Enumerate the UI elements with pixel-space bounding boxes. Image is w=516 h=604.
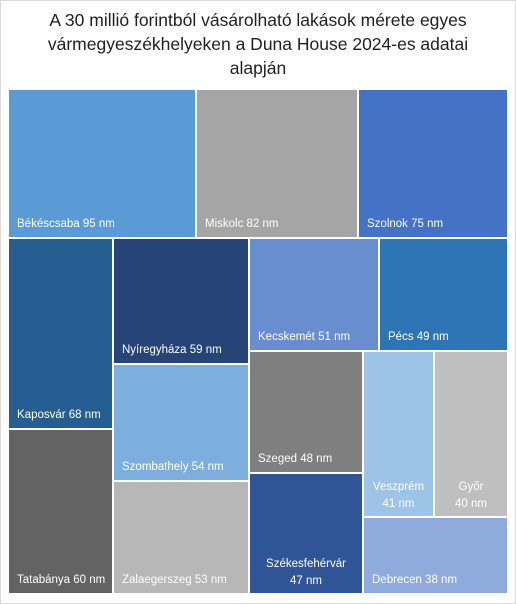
tile-szolnok: Szolnok 75 nm [359,90,507,237]
tile-label-szeged: Szeged 48 nm [258,453,332,465]
chart-title-line-3: alapján [229,58,287,78]
tile-rect-debrecen [364,518,507,593]
tile-rect-bekescsaba [9,90,195,237]
tile-label-tatabanya: Tatabánya 60 nm [17,574,105,586]
tile-label-szolnok: Szolnok 75 nm [367,218,443,230]
tile-label-name-gyor: Győr [459,481,484,493]
tile-rect-szekesfehervar [250,474,362,593]
tile-label-kaposvar: Kaposvár 68 nm [17,409,101,421]
tile-rect-szombathely [114,365,248,480]
tile-rect-miskolc [197,90,357,237]
tile-label-name-szekesfehervar: Székesfehérvár [266,558,346,570]
tile-kecskemet: Kecskemét 51 nm [250,239,378,350]
tile-szekesfehervar: Székesfehérvár 47 nm [250,474,362,593]
tile-label-kecskemet: Kecskemét 51 nm [258,331,350,343]
tile-label-miskolc: Miskolc 82 nm [205,218,279,230]
tile-pecs: Pécs 49 nm [380,239,507,350]
tile-label-value-veszprem: 41 nm [383,498,415,510]
tile-rect-kecskemet [250,239,378,350]
tile-rect-nyiregyhaza [114,239,248,363]
tile-bekescsaba: Békéscsaba 95 nm [9,90,195,237]
tile-rect-veszprem [364,352,433,516]
tile-szombathely: Szombathely 54 nm [114,365,248,480]
tile-label-bekescsaba: Békéscsaba 95 nm [17,218,115,230]
tile-kaposvar: Kaposvár 68 nm [9,239,112,428]
tile-tatabanya: Tatabánya 60 nm [9,430,112,593]
tile-label-nyiregyhaza: Nyíregyháza 59 nm [122,344,222,356]
tile-miskolc: Miskolc 82 nm [197,90,357,237]
tile-rect-gyor [435,352,507,516]
tile-rect-szolnok [359,90,507,237]
tile-szeged: Szeged 48 nm [250,352,362,472]
tile-nyiregyhaza: Nyíregyháza 59 nm [114,239,248,363]
tile-zalaegerszeg: Zalaegerszeg 53 nm [114,482,248,593]
tile-label-name-veszprem: Veszprém [373,481,424,493]
chart-title-line-2: vármegyeszékhelyeken a Duna House 2024-e… [47,34,469,54]
tile-rect-zalaegerszeg [114,482,248,593]
tile-label-zalaegerszeg: Zalaegerszeg 53 nm [122,574,227,586]
tile-label-value-gyor: 40 nm [455,498,487,510]
tile-rect-pecs [380,239,507,350]
tile-veszprem: Veszprém 41 nm [364,352,433,516]
tile-label-value-szekesfehervar: 47 nm [290,575,322,587]
tile-label-debrecen: Debrecen 38 nm [372,574,457,586]
chart-title: A 30 millió forintból vásárolható lakáso… [8,8,508,80]
tile-rect-kaposvar [9,239,112,428]
tile-rect-szeged [250,352,362,472]
tile-gyor: Győr 40 nm [435,352,507,516]
tile-label-pecs: Pécs 49 nm [388,331,449,343]
chart-title-line-1: A 30 millió forintból vásárolható lakáso… [49,10,467,30]
tile-rect-tatabanya [9,430,112,593]
tile-debrecen: Debrecen 38 nm [364,518,507,593]
tile-label-szombathely: Szombathely 54 nm [122,461,224,473]
